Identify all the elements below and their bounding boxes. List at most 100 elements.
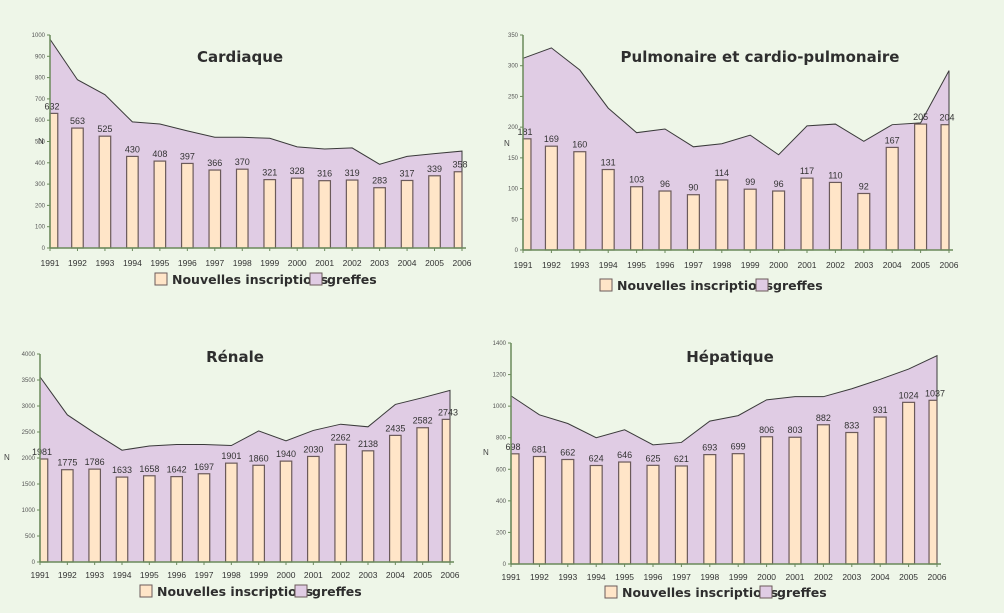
bar-1999	[743, 188, 757, 251]
data-label-2005: 339	[427, 164, 442, 174]
x-tick-label: 1998	[233, 258, 252, 268]
bar-2005	[428, 175, 441, 249]
y-tick-label: 600	[35, 118, 46, 124]
bar-1991	[510, 453, 520, 565]
bar-2002	[345, 179, 359, 249]
data-label-1997: 366	[207, 158, 222, 168]
y-tick-label: 400	[496, 499, 507, 505]
x-tick-label: 1996	[178, 258, 197, 268]
y-axis-label: N	[504, 139, 510, 148]
y-tick-label: 3500	[22, 378, 36, 384]
x-tick-label: 1996	[644, 572, 663, 582]
data-label-2002: 2262	[331, 432, 351, 442]
y-axis-label: N	[38, 137, 44, 146]
y-tick-label: 4000	[22, 352, 36, 358]
bar-2005	[914, 123, 928, 251]
bar-1992	[60, 469, 74, 563]
bar-1995	[142, 475, 156, 563]
data-label-1998: 114	[715, 168, 729, 178]
y-tick-label: 100	[35, 225, 46, 231]
y-tick-label: 1000	[32, 33, 46, 39]
data-label-2001: 316	[317, 169, 332, 179]
chart-svg: 698 681 662 624 646 625 621 693 699 806 803 882 833 9…	[483, 341, 947, 600]
bar-2002	[334, 443, 348, 563]
y-tick-label: 1500	[22, 482, 36, 488]
data-label-2005: 2582	[413, 416, 433, 426]
bar-1997	[674, 465, 688, 565]
bar-2004	[873, 416, 887, 565]
legend-swatch-greffes	[755, 278, 769, 292]
data-label-1995: 1658	[139, 464, 159, 474]
x-tick-label: 1997	[672, 572, 691, 582]
y-tick-label: 200	[496, 530, 507, 536]
chart-pulmonaire: 181 169 160 131 103 96 90 114 99 96 117 110 92 167 205…	[500, 0, 1004, 300]
y-tick-label: 600	[496, 467, 507, 473]
bar-2004	[388, 434, 402, 563]
data-label-2003: 92	[859, 181, 869, 191]
x-tick-label: 1992	[58, 570, 77, 580]
legend-swatch-greffes	[759, 585, 773, 599]
data-label-1993: 1786	[85, 457, 105, 467]
legend-label-greffes: greffes	[312, 584, 362, 599]
legend-label-inscriptions: Nouvelles inscriptions	[617, 278, 773, 293]
data-label-1992: 1775	[57, 458, 77, 468]
x-tick-label: 1992	[530, 572, 549, 582]
x-tick-label: 1999	[249, 570, 268, 580]
data-label-1996: 1642	[167, 465, 187, 475]
y-tick-label: 700	[35, 97, 46, 103]
y-tick-label: 300	[508, 64, 519, 70]
bar-1991	[39, 458, 49, 563]
bar-2005	[416, 427, 430, 563]
x-tick-label: 1992	[542, 260, 561, 270]
data-label-1995: 103	[629, 175, 644, 185]
data-label-2000: 96	[774, 179, 784, 189]
data-label-1991: 1981	[32, 447, 52, 457]
x-tick-label: 1997	[195, 570, 214, 580]
data-label-2004: 931	[873, 405, 888, 415]
bar-1994	[589, 464, 603, 565]
data-label-1992: 563	[70, 116, 85, 126]
data-label-1993: 525	[97, 124, 112, 134]
bar-2006	[453, 171, 463, 249]
bar-1993	[88, 468, 102, 563]
data-label-2003: 833	[844, 421, 859, 431]
x-tick-label: 1995	[615, 572, 634, 582]
x-tick-label: 1999	[729, 572, 748, 582]
bar-2001	[306, 455, 320, 563]
data-label-1998: 1901	[221, 451, 241, 461]
data-label-1998: 370	[235, 157, 250, 167]
legend-swatch-inscriptions	[604, 585, 618, 599]
x-tick-label: 2003	[854, 260, 873, 270]
y-tick-label: 500	[35, 140, 46, 146]
greffes-line	[49, 37, 463, 248]
greffes-area	[50, 39, 462, 249]
greffes-area	[523, 47, 949, 251]
data-label-1997: 90	[688, 183, 698, 193]
y-tick-label: 200	[35, 203, 46, 209]
y-tick-label: 1200	[493, 373, 507, 379]
data-label-2000: 806	[759, 425, 774, 435]
x-tick-label: 2006	[453, 258, 472, 268]
x-tick-label: 2002	[343, 258, 362, 268]
data-label-2000: 328	[290, 166, 305, 176]
chart-hepatique: 698 681 662 624 646 625 621 693 699 806 803 882 833 9…	[480, 310, 1004, 613]
x-tick-label: 2004	[398, 258, 417, 268]
bar-1993	[573, 151, 587, 251]
bar-1995	[630, 186, 644, 251]
data-label-2005: 205	[913, 112, 928, 122]
data-label-1994: 1633	[112, 465, 132, 475]
x-tick-label: 2005	[899, 572, 918, 582]
x-tick-label: 2000	[757, 572, 776, 582]
bar-1999	[731, 453, 745, 565]
y-tick-label: 100	[508, 187, 519, 193]
data-label-1995: 408	[152, 149, 167, 159]
x-tick-label: 1993	[558, 572, 577, 582]
bar-1991	[522, 138, 532, 251]
x-tick-label: 2002	[814, 572, 833, 582]
data-label-2005: 1024	[899, 390, 919, 400]
data-label-2006: 204	[939, 113, 954, 123]
x-tick-label: 2001	[315, 258, 334, 268]
data-label-2004: 2435	[385, 423, 405, 433]
data-label-2002: 110	[828, 170, 842, 180]
